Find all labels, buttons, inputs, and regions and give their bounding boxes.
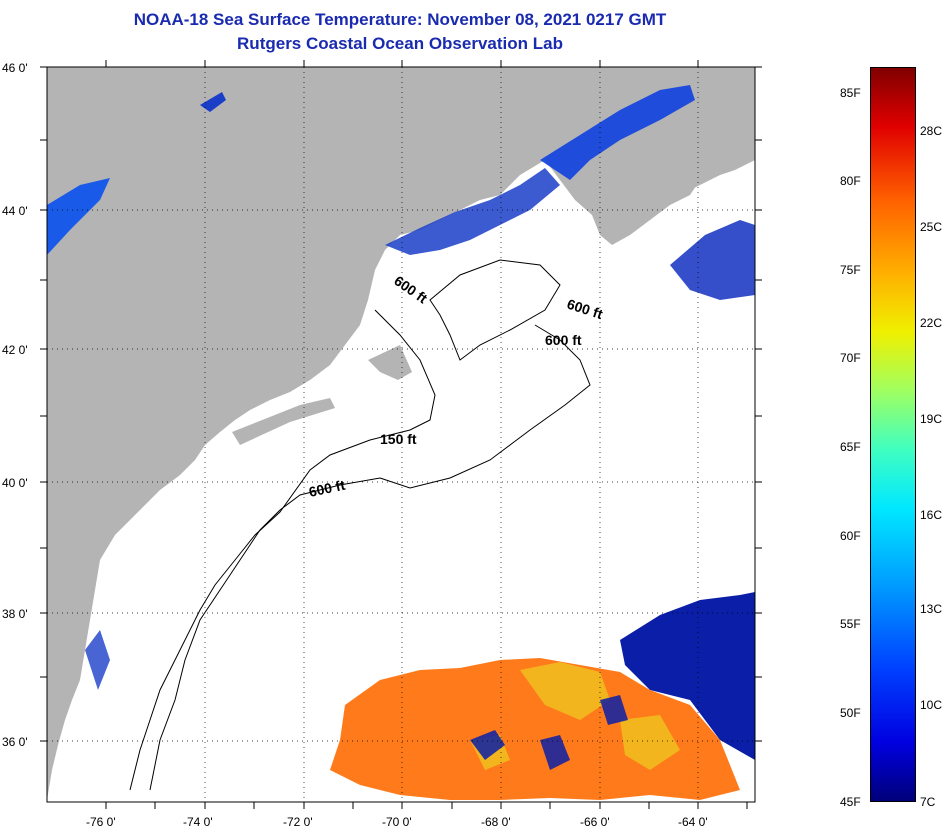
lat-label: 46 0' xyxy=(2,61,28,75)
colorbar-f-label: 45F xyxy=(840,795,861,809)
contour-georges-bank xyxy=(429,259,561,361)
nova-scotia xyxy=(590,110,755,240)
colorbar-f-label: 50F xyxy=(840,706,861,720)
contour-label-600ft: 600 ft xyxy=(545,332,582,348)
lon-label: -72 0' xyxy=(283,815,313,829)
lat-label: 42 0' xyxy=(2,343,28,357)
colorbar-c-label: 10C xyxy=(920,698,943,712)
lon-label: -70 0' xyxy=(382,815,412,829)
lon-label: -68 0' xyxy=(481,815,511,829)
colorbar-c-label: 28C xyxy=(920,124,943,138)
graticule xyxy=(47,67,755,802)
cold-water-bay-of-fundy xyxy=(540,85,695,180)
lon-label: -76 0' xyxy=(86,815,116,829)
cold-water-lake-2 xyxy=(200,92,226,112)
contour-label-150ft: 150 ft xyxy=(380,431,417,447)
colorbar-c-label: 7C xyxy=(920,795,936,809)
blue-patches-in-warm xyxy=(470,695,628,770)
map-title: NOAA-18 Sea Surface Temperature: Novembe… xyxy=(133,10,667,29)
contour-150ft xyxy=(129,309,436,791)
tick-marks xyxy=(40,60,762,809)
colorbar-f-label: 60F xyxy=(840,529,861,543)
cold-water-gulf-of-maine xyxy=(385,168,560,255)
lon-label: -74 0' xyxy=(183,815,213,829)
warm-water-gulf-stream xyxy=(330,658,740,800)
cold-water-coast-chesapeake xyxy=(85,630,110,690)
map-frame xyxy=(46,66,756,803)
colorbar-f-label: 75F xyxy=(840,263,861,277)
yellow-patches xyxy=(470,662,680,770)
colorbar-f-label: 80F xyxy=(840,174,861,188)
colorbar-f-label: 55F xyxy=(840,617,861,631)
colorbar-f-label: 65F xyxy=(840,440,861,454)
cold-water-southeast xyxy=(620,592,755,760)
colorbar-f-label: 70F xyxy=(840,351,861,365)
cold-water-offshore-ne xyxy=(670,220,755,300)
colorbar-c-label: 13C xyxy=(920,602,943,616)
lat-label: 44 0' xyxy=(2,204,28,218)
long-island xyxy=(232,398,335,445)
lat-label: 36 0' xyxy=(2,735,28,749)
colorbar-c-label: 19C xyxy=(920,412,943,426)
lat-label: 38 0' xyxy=(2,607,28,621)
cape-cod xyxy=(368,345,412,380)
colorbar-c-label: 25C xyxy=(920,220,943,234)
cold-water-lake xyxy=(47,178,110,255)
colorbar-f-label: 85F xyxy=(840,86,861,100)
temperature-colorbar xyxy=(870,67,916,802)
lon-label: -66 0' xyxy=(580,815,610,829)
lat-label: 40 0' xyxy=(2,476,28,490)
map-subtitle: Rutgers Coastal Ocean Observation Lab xyxy=(237,34,563,53)
contour-600ft-shelf xyxy=(149,324,591,791)
colorbar-c-label: 16C xyxy=(920,508,943,522)
colorbar-c-label: 22C xyxy=(920,316,943,330)
land-mass xyxy=(47,67,755,800)
contour-label-600ft: 600 ft xyxy=(307,477,346,500)
lon-label: -64 0' xyxy=(678,815,708,829)
